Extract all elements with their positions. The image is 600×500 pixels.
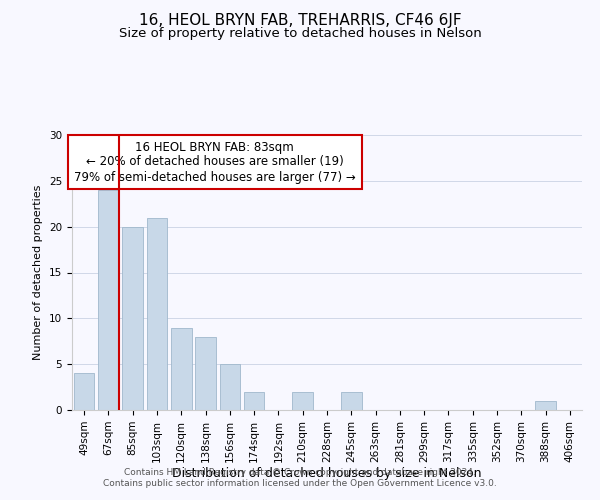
Bar bbox=[220, 364, 240, 410]
Text: Size of property relative to detached houses in Nelson: Size of property relative to detached ho… bbox=[119, 28, 481, 40]
Bar bbox=[195, 336, 216, 410]
Bar bbox=[292, 392, 313, 410]
Y-axis label: Number of detached properties: Number of detached properties bbox=[34, 185, 43, 360]
Bar bbox=[146, 218, 167, 410]
Text: 16, HEOL BRYN FAB, TREHARRIS, CF46 6JF: 16, HEOL BRYN FAB, TREHARRIS, CF46 6JF bbox=[139, 12, 461, 28]
X-axis label: Distribution of detached houses by size in Nelson: Distribution of detached houses by size … bbox=[172, 468, 482, 480]
Text: Contains HM Land Registry data © Crown copyright and database right 2024.
Contai: Contains HM Land Registry data © Crown c… bbox=[103, 468, 497, 487]
Text: 16 HEOL BRYN FAB: 83sqm
← 20% of detached houses are smaller (19)
79% of semi-de: 16 HEOL BRYN FAB: 83sqm ← 20% of detache… bbox=[74, 140, 356, 184]
Bar bbox=[122, 226, 143, 410]
Bar bbox=[98, 190, 119, 410]
Bar bbox=[244, 392, 265, 410]
Bar bbox=[171, 328, 191, 410]
Bar bbox=[535, 401, 556, 410]
Bar bbox=[341, 392, 362, 410]
Bar bbox=[74, 374, 94, 410]
